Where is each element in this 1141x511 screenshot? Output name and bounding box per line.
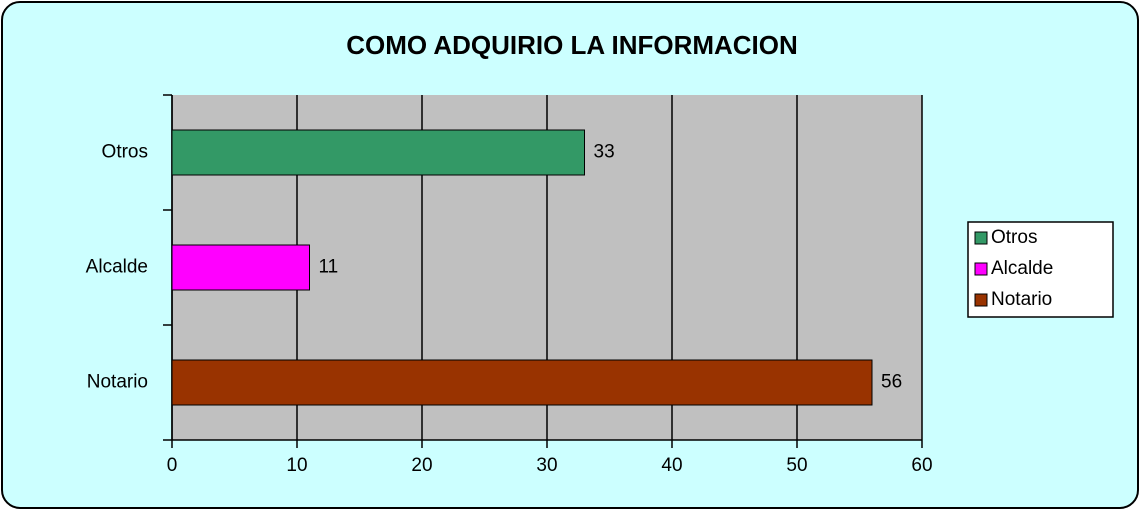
x-tick-label: 50 [786, 455, 807, 476]
legend-box [967, 221, 1114, 318]
x-tick-label: 10 [286, 455, 307, 476]
x-tick-label: 40 [661, 455, 682, 476]
y-tick-label: Notario [87, 372, 148, 393]
x-tick-label: 0 [167, 455, 178, 476]
x-tick-label: 60 [911, 455, 932, 476]
value-label: 33 [594, 142, 615, 163]
bar [171, 129, 585, 176]
value-label: 56 [881, 372, 902, 393]
value-label: 11 [319, 257, 339, 278]
y-tick-label: Otros [102, 142, 148, 163]
bar [171, 359, 873, 406]
x-tick-label: 30 [536, 455, 557, 476]
y-tick-label: Alcalde [86, 257, 148, 278]
legend-label: Notario [991, 289, 1052, 310]
legend-swatch [974, 231, 988, 245]
chart-title: COMO ADQUIRIO LA INFORMACION [346, 30, 798, 60]
legend-swatch [974, 262, 988, 276]
bar [171, 244, 310, 291]
legend-swatch [974, 293, 988, 307]
x-tick-label: 20 [411, 455, 432, 476]
legend-label: Otros [991, 227, 1037, 248]
legend-label: Alcalde [991, 258, 1053, 279]
